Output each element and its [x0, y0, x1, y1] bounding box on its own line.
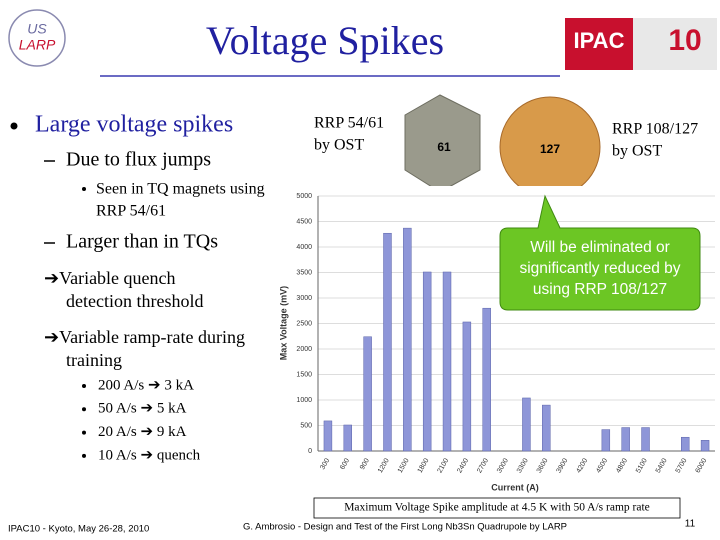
slide-title: Voltage Spikes [206, 18, 444, 63]
logo-text: IPAC [574, 28, 625, 53]
chart-caption: Maximum Voltage Spike amplitude at 4.5 K… [344, 502, 650, 514]
bullet [82, 187, 86, 191]
photo-number: 127 [540, 142, 560, 156]
bullet-text: Large voltage spikes [35, 112, 233, 138]
callout-text: Will be eliminated or [530, 239, 670, 256]
page-number: 11 [685, 519, 696, 530]
x-axis-label: Current (A) [491, 482, 539, 492]
bar [422, 271, 432, 452]
y-tick-label: 4000 [296, 244, 312, 251]
bullet-text: 10 A/s ➔ quench [98, 447, 201, 463]
photo-number: 61 [437, 140, 451, 154]
photo-caption: by OST [612, 143, 662, 160]
bar [681, 436, 690, 452]
bar [343, 424, 352, 452]
bullet-text: Due to flux jumps [66, 149, 211, 171]
x-tick-label: 600 [339, 457, 351, 471]
x-tick-label: 900 [359, 457, 371, 471]
y-tick-label: 4500 [296, 218, 312, 225]
logo-text: US [27, 21, 47, 37]
bullet-text: detection threshold [66, 291, 203, 311]
callout-text: using RRP 108/127 [533, 281, 667, 298]
bar [522, 397, 531, 452]
bullet [82, 407, 86, 412]
x-tick-label: 300 [319, 457, 331, 471]
y-tick-label: 1000 [296, 397, 312, 404]
y-tick-label: 3000 [296, 295, 312, 302]
bullet-text: 200 A/s ➔ 3 kA [98, 377, 194, 393]
y-tick-label: 5000 [296, 193, 312, 200]
y-tick-label: 2000 [296, 346, 312, 353]
bullet-text: Seen in TQ magnets using [96, 181, 265, 198]
footer-left: IPAC10 - Kyoto, May 26-28, 2010 [8, 524, 149, 535]
bar [700, 440, 710, 452]
photo-caption: RRP 54/61 [314, 115, 384, 132]
bar [462, 321, 472, 452]
photo-caption: RRP 108/127 [612, 121, 698, 138]
bar [641, 427, 650, 452]
bar [363, 336, 372, 452]
y-tick-label: 2500 [296, 320, 312, 327]
bullet-text: 50 A/s ➔ 5 kA [98, 401, 187, 417]
bar [482, 307, 491, 452]
bullet-text: ➔Variable quench [44, 268, 176, 288]
bullet-text: Larger than in TQs [66, 231, 218, 253]
bar [383, 232, 392, 452]
footer-center: G. Ambrosio - Design and Test of the Fir… [243, 522, 567, 533]
logo-red [565, 18, 633, 70]
bullet-text: ➔Variable ramp-rate during [44, 327, 245, 347]
photo-caption: by OST [314, 137, 364, 154]
bar [323, 420, 333, 452]
bullet-text: 20 A/s ➔ 9 kA [98, 424, 187, 440]
bar [601, 429, 611, 452]
y-axis-label: Max Voltage (mV) [278, 286, 288, 360]
bullet [82, 430, 86, 435]
photo-hexagon [404, 94, 481, 193]
bullet-text: RRP 54/61 [96, 203, 166, 220]
callout-box [499, 194, 701, 311]
caption-box [313, 497, 681, 519]
y-tick-label: 3500 [296, 269, 312, 276]
bullet-text: training [66, 350, 122, 370]
logo-text: 10 [668, 24, 701, 57]
bullet [82, 453, 86, 458]
y-tick-label: 500 [300, 422, 312, 429]
bar [403, 227, 412, 452]
y-tick-label: 1500 [296, 371, 312, 378]
callout-text: significantly reduced by [519, 260, 680, 277]
bullet [82, 384, 86, 388]
logo-text: LARP [19, 37, 56, 53]
y-tick-label: 0 [308, 448, 312, 455]
logo-ring [8, 9, 66, 67]
bar [442, 271, 452, 452]
bullet [10, 122, 18, 130]
bar [621, 427, 630, 452]
bar [542, 404, 551, 452]
